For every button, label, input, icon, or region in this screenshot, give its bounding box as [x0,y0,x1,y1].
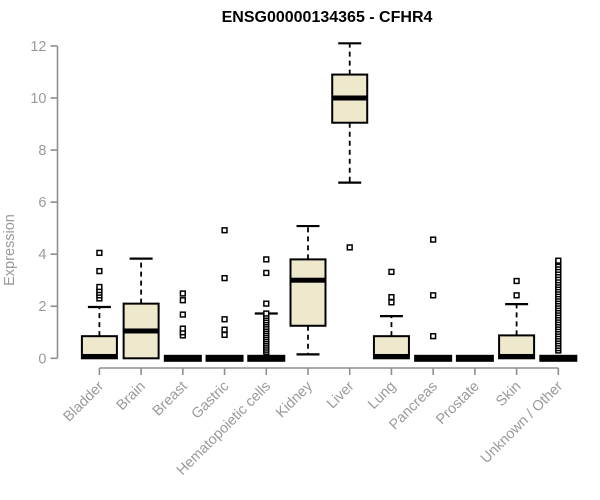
y-tick-label: 12 [30,39,46,55]
median-brain [123,328,159,334]
outlier-point-liver [346,244,353,251]
x-tick-label-lung: Lung [365,379,399,413]
x-tick-label-skin: Skin [493,379,524,410]
outlier-point-lung [388,299,395,306]
outlier-point-bladder [96,283,103,291]
outlier-point-unknown-other [555,257,562,264]
outlier-point-breast [179,290,186,297]
collapsed-box-breast [163,354,202,362]
box-group-kidney [289,224,327,356]
collapsed-box-unknown-other [539,354,578,362]
y-tick-label: 10 [30,91,46,107]
box-group-gastric [205,227,244,362]
collapsed-box-pancreas [414,354,453,362]
box-kidney [289,258,327,327]
box-group-skin [498,277,536,360]
y-axis-label: Expression [2,214,18,286]
median-skin [499,353,535,359]
outlier-point-skin [513,277,520,285]
outlier-point-breast [179,311,186,318]
outlier-point-gastric [221,326,228,333]
outlier-point-breast [179,297,186,304]
box-group-prostate [455,354,494,362]
box-group-bladder [80,249,118,360]
x-tick-label-kidney: Kidney [273,378,316,421]
box-group-breast [163,290,202,362]
x-tick-label-bladder: Bladder [61,378,108,425]
box-group-unknown-other [539,257,578,362]
box-group-pancreas [414,236,453,362]
outlier-point-hematopoietic-cells [263,300,270,307]
median-kidney [290,277,326,283]
y-tick-label: 2 [38,299,46,315]
y-tick-label: 6 [38,195,46,211]
y-tick-label: 0 [38,351,46,367]
collapsed-box-prostate [455,354,494,362]
outlier-point-gastric [221,274,228,282]
outlier-point-hematopoietic-cells [263,269,270,277]
y-tick-label: 4 [38,247,46,263]
outlier-point-bladder [96,249,103,257]
outlier-point-pancreas [430,236,437,243]
y-tick-label: 8 [38,143,46,159]
collapsed-box-hematopoietic-cells [247,354,286,362]
box-group-liver [331,42,369,251]
outlier-point-hematopoietic-cells [263,256,270,263]
outlier-point-lung [388,268,395,276]
chart-title: ENSG00000134365 - CFHR4 [222,9,433,26]
outlier-point-gastric [221,227,228,234]
y-axis: 0 2 4 6 8 10 12 [30,39,59,367]
outlier-point-pancreas [430,333,437,340]
median-liver [332,95,368,101]
outlier-point-breast [179,325,186,332]
outlier-point-gastric [221,316,228,323]
box-group-lung [372,268,410,360]
outlier-point-bladder [96,267,103,275]
x-tick-label-prostate: Prostate [433,379,482,428]
x-tick-label-liver: Liver [324,378,358,412]
outlier-point-lung [388,293,395,301]
collapsed-box-gastric [205,354,244,362]
outlier-point-skin [513,292,520,299]
box-layer [80,42,578,362]
outlier-point-gastric [221,331,228,339]
median-lung [373,353,409,359]
outlier-point-pancreas [430,292,437,299]
x-tick-label-brain: Brain [114,379,149,414]
box-group-hematopoietic-cells [247,256,286,362]
x-tick-label-breast: Breast [150,379,191,420]
outlier-point-hematopoietic-cells [263,310,270,317]
median-bladder [81,353,117,359]
box-group-brain [122,257,160,360]
